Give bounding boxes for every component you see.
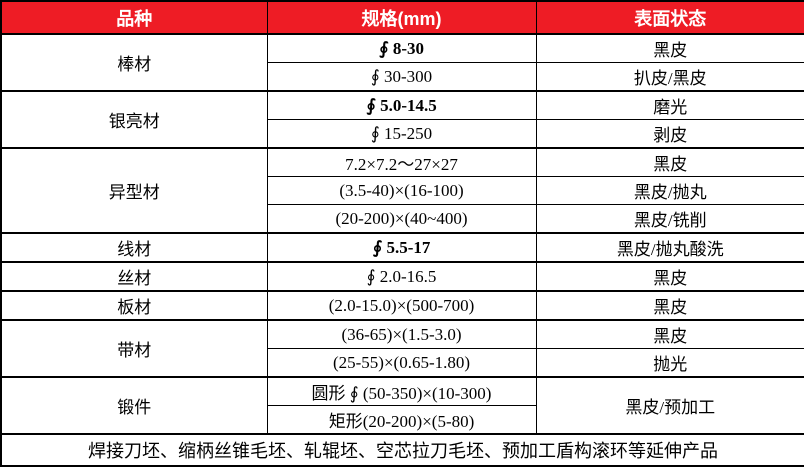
variety-cell: 丝材: [0, 261, 268, 292]
table-row: 板材 (2.0-15.0)×(500-700) 黑皮: [0, 290, 804, 321]
header-row: 品种 规格(mm) 表面状态: [0, 0, 804, 35]
spec-cell: (25-55)×(0.65-1.80): [266, 348, 537, 378]
table-row: 带材 (36-65)×(1.5-3.0) 黑皮: [0, 319, 804, 378]
surface-cell: 黑皮/铣削: [535, 204, 804, 234]
variety-cell: 棒材: [0, 33, 268, 92]
surface-cell: 黑皮: [535, 319, 804, 349]
column-header-variety: 品种: [0, 0, 268, 35]
table-row: (3.5-40)×(16-100) 黑皮/抛丸: [1, 176, 804, 205]
table-row: 矩形(20-200)×(5-80): [1, 405, 804, 435]
footer-row: 焊接刀坯、缩柄丝锥毛坯、轧辊坯、空芯拉刀毛坯、预加工盾构滚环等延伸产品: [0, 433, 804, 467]
spec-cell: (20-200)×(40~400): [266, 204, 537, 234]
variety-cell: 银亮材: [0, 90, 268, 149]
surface-cell: 黑皮/抛丸: [535, 176, 804, 205]
table-row: 异型材 7.2×7.2～27×27 黑皮: [0, 147, 804, 234]
surface-cell: 抛光: [535, 348, 804, 378]
surface-cell: 黑皮/预加工: [535, 376, 804, 435]
spec-cell: ∮ 30-300: [266, 62, 537, 92]
surface-cell: 黑皮: [535, 261, 804, 292]
footer-cell: 焊接刀坯、缩柄丝锥毛坯、轧辊坯、空芯拉刀毛坯、预加工盾构滚环等延伸产品: [0, 433, 804, 467]
spec-cell: ∮ 15-250: [266, 119, 537, 149]
table-row: 锻件 圆形 ∮ (50-350)×(10-300) 黑皮/预加工: [0, 376, 804, 435]
surface-cell: 黑皮: [535, 290, 804, 321]
column-header-spec: 规格(mm): [266, 0, 537, 35]
variety-cell: 线材: [0, 232, 268, 263]
variety-cell: 板材: [0, 290, 268, 321]
spec-cell: ∮ 5.0-14.5: [266, 90, 537, 120]
surface-cell: 黑皮: [535, 33, 804, 63]
variety-cell: 异型材: [0, 147, 268, 234]
surface-cell: 磨光: [535, 90, 804, 120]
spec-cell: ∮ 2.0-16.5: [266, 261, 537, 292]
table-row: 丝材 ∮ 2.0-16.5 黑皮: [0, 261, 804, 292]
spec-cell: 7.2×7.2～27×27: [266, 147, 537, 177]
spec-cell: ∮ 8-30: [266, 33, 537, 63]
spec-cell: 矩形(20-200)×(5-80): [266, 405, 537, 435]
table-row: (20-200)×(40~400) 黑皮/铣削: [1, 204, 804, 234]
surface-cell: 黑皮: [535, 147, 804, 177]
spec-cell: (3.5-40)×(16-100): [266, 176, 537, 205]
spec-cell: ∮ 5.5-17: [266, 232, 537, 263]
surface-cell: 扒皮/黑皮: [535, 62, 804, 92]
table-row: 线材 ∮ 5.5-17 黑皮/抛丸酸洗: [0, 232, 804, 263]
spec-cell: (36-65)×(1.5-3.0): [266, 319, 537, 349]
table-row: ∮ 30-300 扒皮/黑皮: [1, 62, 804, 92]
table-row: (25-55)×(0.65-1.80) 抛光: [1, 348, 804, 378]
table-row: 棒材 ∮ 8-30 黑皮: [0, 33, 804, 92]
surface-cell: 黑皮/抛丸酸洗: [535, 232, 804, 263]
surface-cell: 剥皮: [535, 119, 804, 149]
spec-cell: 圆形 ∮ (50-350)×(10-300): [266, 376, 537, 406]
variety-cell: 带材: [0, 319, 268, 378]
spec-cell: (2.0-15.0)×(500-700): [266, 290, 537, 321]
table-row: 银亮材 ∮ 5.0-14.5 磨光: [0, 90, 804, 149]
variety-cell: 锻件: [0, 376, 268, 435]
column-header-surface: 表面状态: [535, 0, 804, 35]
